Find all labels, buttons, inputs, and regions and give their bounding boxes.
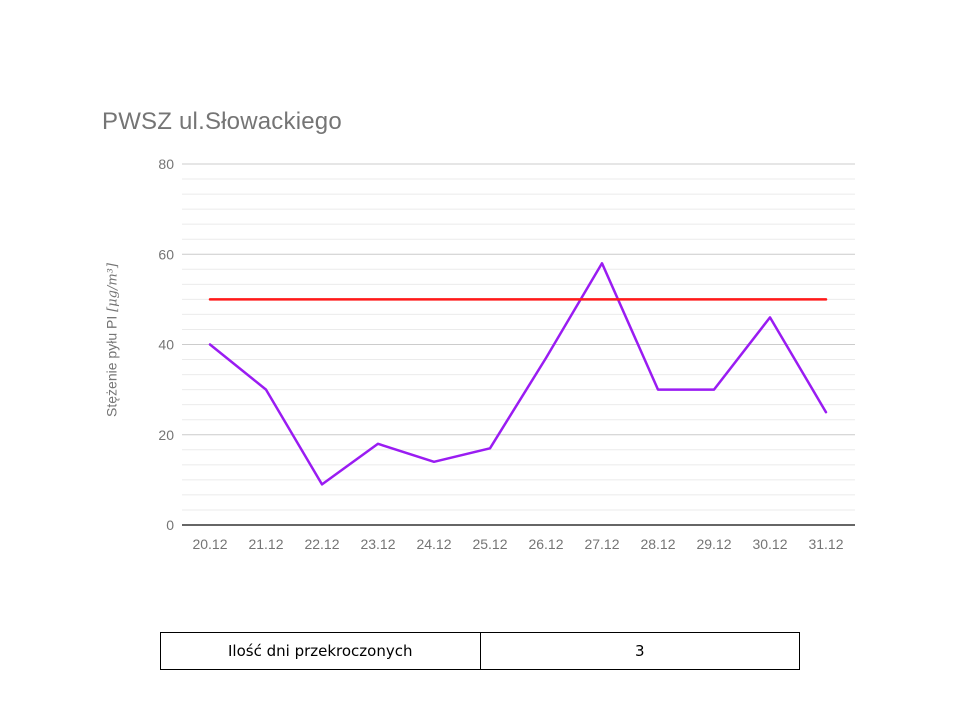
y-axis-label-text: Stężenie pyłu PI [103, 311, 120, 417]
line-chart: 0 20 40 60 80 20.12 21.12 22.12 23.12 24.12 25.12 2… [158, 156, 855, 552]
x-tick-label: 29.12 [696, 536, 731, 552]
concentration-series-line [208, 262, 828, 486]
x-tick-label: 23.12 [360, 536, 395, 552]
table-row: Ilość dni przekroczonych 3 [160, 632, 800, 670]
x-tick-label: 22.12 [304, 536, 339, 552]
y-tick-label: 80 [158, 156, 174, 172]
x-tick-label: 27.12 [584, 536, 619, 552]
x-tick-label: 25.12 [472, 536, 507, 552]
x-tick-label: 31.12 [808, 536, 843, 552]
exceedance-summary-table: Ilość dni przekroczonych 3 [160, 632, 800, 670]
y-axis-label-unit: [μg/m³] [105, 263, 121, 312]
exceedance-days-value: 3 [479, 632, 800, 670]
x-tick-label: 24.12 [416, 536, 451, 552]
y-tick-label: 60 [158, 246, 174, 262]
x-tick-label: 20.12 [192, 536, 227, 552]
x-tick-label: 26.12 [528, 536, 563, 552]
chart-title: PWSZ ul.Słowackiego [102, 108, 342, 135]
x-tick-label: 28.12 [640, 536, 675, 552]
y-axis-label: Stężenie pyłu PI [μg/m³] [104, 263, 121, 417]
y-tick-label: 20 [158, 427, 174, 443]
y-tick-label: 0 [166, 517, 174, 533]
x-tick-label: 30.12 [752, 536, 787, 552]
exceedance-days-label: Ilość dni przekroczonych [160, 632, 481, 670]
y-tick-label: 40 [158, 337, 174, 353]
x-tick-label: 21.12 [248, 536, 283, 552]
